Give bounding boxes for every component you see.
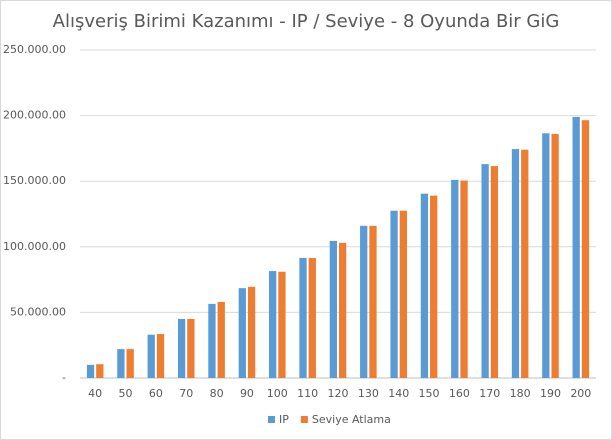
bar	[126, 349, 134, 378]
bar	[369, 225, 377, 378]
y-tick-label: 50.000.00	[10, 305, 66, 318]
y-tick-label: 100.000.00	[3, 240, 66, 253]
bar	[451, 179, 459, 378]
x-tick-label: 180	[510, 387, 531, 400]
bar	[238, 288, 246, 378]
bar	[269, 271, 277, 378]
bar	[308, 257, 316, 378]
y-tick-label: 250.000.00	[3, 43, 66, 56]
bar	[278, 271, 286, 378]
bar	[460, 180, 468, 378]
bar	[572, 116, 580, 379]
bar	[481, 164, 489, 378]
bar	[551, 133, 559, 378]
x-tick-label: 170	[479, 387, 500, 400]
bar	[360, 225, 368, 378]
x-tick-label: 50	[119, 387, 133, 400]
x-tick-label: 150	[419, 387, 440, 400]
bar	[117, 349, 125, 378]
x-tick-label: 140	[388, 387, 409, 400]
x-tick-label: 110	[297, 387, 318, 400]
legend-swatch	[300, 416, 308, 423]
y-tick-label: 150.000.00	[3, 174, 66, 187]
bar	[430, 195, 438, 378]
bar	[490, 166, 499, 378]
x-tick-label: 190	[540, 387, 561, 400]
bar	[147, 334, 155, 378]
x-tick-label: 200	[570, 387, 591, 400]
bar	[339, 242, 347, 378]
x-tick-label: 100	[267, 387, 288, 400]
bar	[86, 364, 95, 378]
bar	[247, 286, 256, 378]
bar	[521, 149, 529, 378]
bar	[299, 257, 307, 378]
bar	[187, 318, 195, 378]
bar	[390, 210, 398, 378]
bar	[217, 301, 225, 378]
legend-label: IP	[279, 413, 289, 426]
bar	[420, 193, 429, 378]
bar	[156, 334, 165, 378]
x-tick-label: 60	[149, 387, 163, 400]
x-tick-label: 70	[179, 387, 193, 400]
y-tick-label: -	[62, 371, 66, 384]
bar	[177, 318, 186, 378]
chart-title: Alışveriş Birimi Kazanımı - IP / Seviye …	[53, 11, 560, 32]
bar	[208, 303, 216, 378]
x-tick-label: 130	[358, 387, 379, 400]
bar	[399, 210, 407, 378]
bar	[542, 133, 550, 378]
legend-swatch	[268, 416, 275, 423]
x-tick-label: 160	[449, 387, 470, 400]
x-tick-label: 90	[240, 387, 254, 400]
legend-label: Seviye Atlama	[312, 413, 391, 426]
bar	[511, 149, 520, 378]
x-tick-label: 80	[210, 387, 224, 400]
x-tick-label: 120	[328, 387, 349, 400]
x-tick-label: 40	[88, 387, 102, 400]
y-tick-label: 200.000.00	[3, 109, 66, 122]
bar	[329, 240, 337, 378]
bar	[96, 364, 104, 378]
bar	[581, 120, 590, 378]
